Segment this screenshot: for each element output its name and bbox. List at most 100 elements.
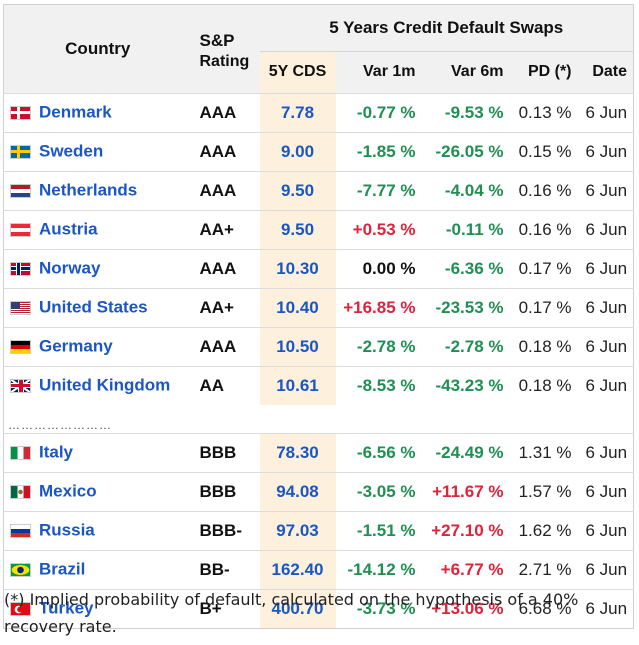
table-row: Russia BBB- 97.03 -1.51 % +27.10 % 1.62 % 6 Ju… — [3, 510, 634, 550]
footnote: (*) Implied probability of default, calc… — [4, 590, 579, 636]
country-link[interactable]: Brazil — [39, 559, 86, 579]
date-cell: 6 Jun — [577, 510, 634, 550]
header-5y-cds: 5Y CDS — [259, 51, 336, 93]
var-1m-cell: -2.78 % — [335, 326, 422, 366]
country-cell[interactable]: Denmark — [3, 92, 192, 132]
table-row: Sweden AAA 9.00 -1.85 % -26.05 % 0.15 % 6 Jun — [3, 131, 634, 171]
header-cds-group: 5 Years Credit Default Swaps — [259, 4, 634, 52]
header-var-6m: Var 6m — [421, 51, 510, 93]
mx-flag-icon — [10, 484, 31, 499]
country-link[interactable]: Sweden — [39, 141, 104, 161]
rating-cell: AAA — [191, 92, 260, 132]
date-cell: 6 Jun — [577, 170, 634, 210]
cds-value-link[interactable]: 9.50 — [259, 209, 336, 249]
country-cell[interactable]: Sweden — [3, 131, 192, 171]
var-6m-cell: -4.04 % — [421, 170, 510, 210]
it-flag-icon — [10, 445, 31, 460]
cds-value-link[interactable]: 10.40 — [259, 287, 336, 327]
country-link[interactable]: Norway — [39, 258, 101, 278]
country-link[interactable]: Italy — [39, 442, 74, 462]
rating-cell: BBB — [191, 432, 260, 472]
rating-cell: AAA — [191, 248, 260, 288]
table-row: United States AA+ 10.40 +16.85 % -23.53 % 0.1… — [3, 287, 634, 327]
country-cell[interactable]: United States — [3, 287, 192, 327]
us-flag-icon — [10, 300, 31, 315]
rating-cell: AAA — [191, 170, 260, 210]
country-link[interactable]: Netherlands — [39, 180, 138, 200]
dk-flag-icon — [10, 105, 31, 120]
country-cell[interactable]: Russia — [3, 510, 192, 550]
var-6m-cell: +13.06 % — [421, 588, 510, 628]
header-pd: PD (*) — [509, 51, 578, 93]
pd-cell: 0.18 % — [509, 326, 578, 366]
country-cell[interactable]: Mexico — [3, 471, 192, 511]
var-6m-cell: -2.78 % — [421, 326, 510, 366]
table-row: United Kingdom AA 10.61 -8.53 % -43.23 % 0.18… — [3, 365, 634, 405]
separator-row: …………………… — [4, 405, 634, 434]
at-flag-icon — [10, 222, 31, 237]
var-1m-cell: -0.77 % — [335, 92, 422, 132]
pd-cell: 0.17 % — [509, 248, 578, 288]
country-link[interactable]: Turkey — [39, 598, 94, 618]
country-link[interactable]: Austria — [39, 219, 98, 239]
country-cell[interactable]: Turkey — [3, 588, 192, 628]
country-link[interactable]: United States — [39, 297, 148, 317]
country-link[interactable]: Russia — [39, 520, 95, 540]
cds-value-link[interactable]: 400.70 — [259, 588, 336, 628]
table-row: Netherlands AAA 9.50 -7.77 % -4.04 % 0.16 % 6 … — [3, 170, 634, 210]
country-cell[interactable]: Italy — [3, 432, 192, 472]
pd-cell: 0.13 % — [509, 92, 578, 132]
date-cell: 6 Jun — [577, 588, 634, 628]
br-flag-icon — [10, 562, 31, 577]
country-link[interactable]: Denmark — [39, 102, 112, 122]
cds-value-link[interactable]: 9.50 — [259, 170, 336, 210]
cds-value-link[interactable]: 10.30 — [259, 248, 336, 288]
cds-value-link[interactable]: 94.08 — [259, 471, 336, 511]
rating-cell: BB- — [191, 549, 260, 589]
country-cell[interactable]: Germany — [3, 326, 192, 366]
cds-value-link[interactable]: 97.03 — [259, 510, 336, 550]
var-1m-cell: +0.53 % — [335, 209, 422, 249]
table-row: Turkey B+ 400.70 -3.73 % +13.06 % 6.68 % 6 Jun — [3, 588, 634, 628]
tr-flag-icon — [10, 601, 31, 616]
cds-value-link[interactable]: 9.00 — [259, 131, 336, 171]
table-row: Norway AAA 10.30 0.00 % -6.36 % 0.17 % 6 Jun — [3, 248, 634, 288]
table-row: Brazil BB- 162.40 -14.12 % +6.77 % 2.71 % 6 Ju… — [3, 549, 634, 589]
country-link[interactable]: Mexico — [39, 481, 97, 501]
rating-cell: AAA — [191, 326, 260, 366]
date-cell: 6 Jun — [577, 287, 634, 327]
pd-cell: 0.16 % — [509, 170, 578, 210]
country-cell[interactable]: Norway — [3, 248, 192, 288]
table-body: Denmark AAA 7.78 -0.77 % -9.53 % 0.13 % 6 Jun S… — [3, 92, 634, 628]
pd-cell: 1.31 % — [509, 432, 578, 472]
cds-value-link[interactable]: 10.61 — [259, 365, 336, 405]
cds-value-link[interactable]: 78.30 — [259, 432, 336, 472]
country-cell[interactable]: Austria — [3, 209, 192, 249]
country-link[interactable]: Germany — [39, 336, 113, 356]
pd-cell: 0.15 % — [509, 131, 578, 171]
rating-cell: BBB- — [191, 510, 260, 550]
header-date: Date — [577, 51, 634, 93]
country-cell[interactable]: Brazil — [3, 549, 192, 589]
table-header: Country S&P 5 Years Credit Default Swaps… — [3, 4, 634, 93]
header-rating-line2: Rating — [191, 51, 260, 93]
var-6m-cell: -9.53 % — [421, 92, 510, 132]
pd-cell: 1.62 % — [509, 510, 578, 550]
var-6m-cell: +6.77 % — [421, 549, 510, 589]
date-cell: 6 Jun — [577, 471, 634, 511]
date-cell: 6 Jun — [577, 365, 634, 405]
country-cell[interactable]: United Kingdom — [3, 365, 192, 405]
var-6m-cell: -43.23 % — [421, 365, 510, 405]
separator-dots: …………………… — [8, 417, 112, 432]
country-link[interactable]: United Kingdom — [39, 375, 171, 395]
country-cell[interactable]: Netherlands — [3, 170, 192, 210]
nl-flag-icon — [10, 183, 31, 198]
cds-value-link[interactable]: 10.50 — [259, 326, 336, 366]
header-rating-line1: S&P — [191, 4, 260, 52]
var-1m-cell: +16.85 % — [335, 287, 422, 327]
table-row: Denmark AAA 7.78 -0.77 % -9.53 % 0.13 % 6 Jun — [3, 92, 634, 132]
cds-value-link[interactable]: 7.78 — [259, 92, 336, 132]
cds-table-container: Country S&P 5 Years Credit Default Swaps… — [3, 4, 635, 629]
pd-cell: 6.68 % — [509, 588, 578, 628]
cds-value-link[interactable]: 162.40 — [259, 549, 336, 589]
